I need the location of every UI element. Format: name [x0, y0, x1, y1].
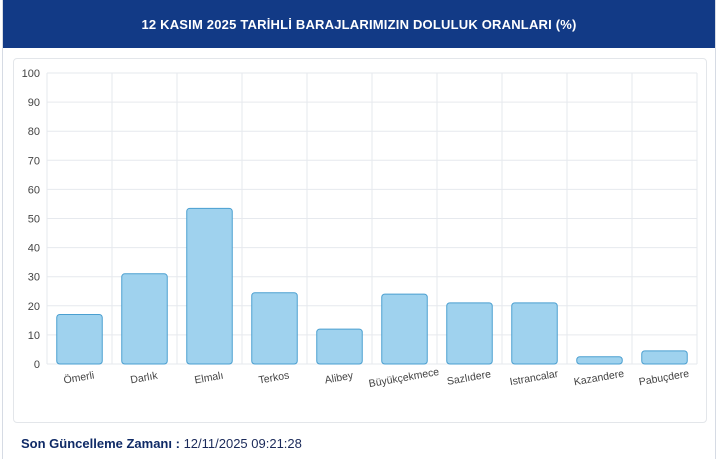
x-tick-label: Alibey: [324, 370, 355, 387]
panel-title: 12 KASIM 2025 TARİHLİ BARAJLARIMIZIN DOL…: [141, 16, 577, 32]
y-tick-label: 100: [22, 68, 40, 80]
y-tick-label: 90: [28, 97, 40, 109]
y-tick-label: 80: [28, 126, 40, 138]
last-update-label: Son Güncelleme Zamanı :: [21, 436, 180, 451]
x-tick-label: Sazlıdere: [446, 368, 492, 388]
bar-2: [186, 207, 233, 365]
y-tick-label: 60: [28, 184, 40, 196]
x-tick-label: Ömerli: [63, 369, 96, 386]
bar-5: [381, 293, 428, 365]
bar-0: [56, 314, 103, 365]
bar-8: [576, 356, 623, 365]
chart-container: [13, 58, 707, 423]
y-tick-label: 70: [28, 155, 40, 167]
occupancy-bar-chart: 0 10 20 30 40 50 60 70 80 90 100 Ömerli Darlık Elmalı…: [22, 68, 698, 390]
y-tick-label: 10: [28, 330, 40, 342]
x-tick-label: Terkos: [258, 369, 291, 386]
x-tick-label: Istrancalar: [509, 368, 560, 388]
bar-9: [641, 350, 688, 365]
last-update-value: 12/11/2025 09:21:28: [183, 436, 302, 451]
x-tick-label: Pabuçdere: [638, 368, 690, 389]
bar-7: [511, 302, 558, 365]
last-update-line: Son Güncelleme Zamanı : 12/11/2025 09:21…: [21, 436, 302, 451]
bar-6: [446, 302, 493, 365]
y-tick-label: 20: [28, 301, 40, 313]
y-tick-label: 30: [28, 272, 40, 284]
x-tick-label: Kazandere: [573, 368, 625, 389]
bar-4: [316, 328, 363, 365]
panel-header: 12 KASIM 2025 TARİHLİ BARAJLARIMIZIN DOL…: [3, 0, 715, 48]
y-tick-label: 50: [28, 214, 40, 226]
y-tick-label: 0: [34, 359, 40, 371]
x-tick-label: Büyükçekmece: [368, 366, 440, 390]
x-tick-label: Elmalı: [194, 370, 225, 387]
bar-1: [121, 273, 168, 365]
y-tick-label: 40: [28, 243, 40, 255]
bar-3: [251, 292, 298, 365]
x-tick-label: Darlık: [129, 370, 159, 387]
